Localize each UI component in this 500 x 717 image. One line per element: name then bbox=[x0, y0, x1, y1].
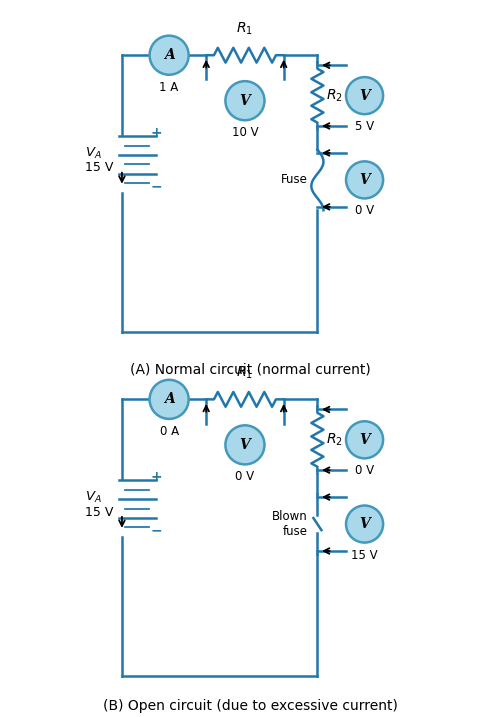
Text: A: A bbox=[164, 48, 174, 62]
Text: V: V bbox=[359, 517, 370, 531]
Text: −: − bbox=[150, 524, 162, 538]
Text: +: + bbox=[150, 470, 162, 484]
Text: 15 V: 15 V bbox=[85, 161, 113, 174]
Text: Blown
fuse: Blown fuse bbox=[272, 510, 308, 538]
Text: V: V bbox=[359, 89, 370, 103]
Text: $R_2$: $R_2$ bbox=[326, 432, 342, 448]
Circle shape bbox=[226, 425, 264, 465]
Text: $R_2$: $R_2$ bbox=[326, 87, 342, 104]
Text: Fuse: Fuse bbox=[280, 174, 307, 186]
Text: 10 V: 10 V bbox=[232, 126, 258, 139]
Text: −: − bbox=[150, 180, 162, 194]
Circle shape bbox=[346, 161, 383, 199]
Circle shape bbox=[226, 81, 264, 120]
Circle shape bbox=[150, 36, 188, 75]
Text: 0 V: 0 V bbox=[355, 204, 374, 217]
Text: (A) Normal circuit (normal current): (A) Normal circuit (normal current) bbox=[130, 362, 370, 376]
Text: 15 V: 15 V bbox=[352, 549, 378, 561]
Circle shape bbox=[150, 380, 188, 419]
Text: 15 V: 15 V bbox=[85, 505, 113, 518]
Text: V: V bbox=[240, 438, 250, 452]
Text: (B) Open circuit (due to excessive current): (B) Open circuit (due to excessive curre… bbox=[102, 699, 398, 713]
Text: $V_A$: $V_A$ bbox=[85, 146, 102, 161]
Circle shape bbox=[346, 77, 383, 114]
Text: V: V bbox=[359, 173, 370, 187]
Text: $R_1$: $R_1$ bbox=[236, 20, 254, 37]
Text: A: A bbox=[164, 392, 174, 407]
Text: $V_A$: $V_A$ bbox=[85, 490, 102, 505]
Text: 1 A: 1 A bbox=[160, 81, 178, 94]
Text: $R_1$: $R_1$ bbox=[236, 364, 254, 381]
Circle shape bbox=[346, 505, 383, 543]
Circle shape bbox=[346, 422, 383, 458]
Text: 0 A: 0 A bbox=[160, 425, 178, 438]
Text: 0 V: 0 V bbox=[236, 470, 255, 483]
Text: V: V bbox=[359, 433, 370, 447]
Text: 5 V: 5 V bbox=[355, 120, 374, 133]
Text: +: + bbox=[150, 125, 162, 140]
Text: V: V bbox=[240, 94, 250, 108]
Text: 0 V: 0 V bbox=[355, 465, 374, 478]
